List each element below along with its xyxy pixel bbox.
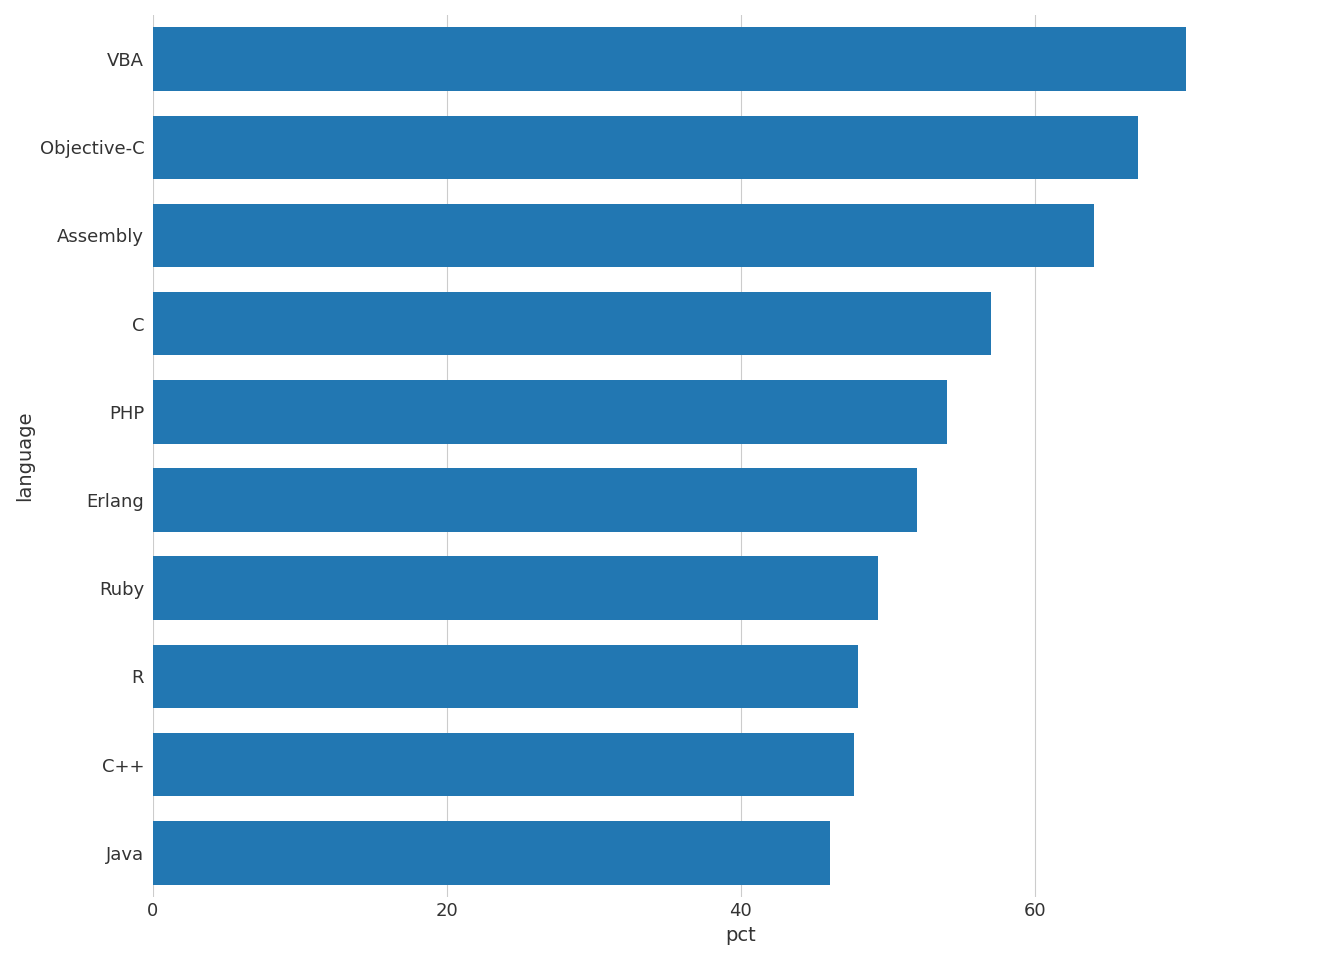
Bar (152, 380, 946, 444)
Bar (152, 115, 1138, 179)
Bar (152, 204, 1094, 267)
Bar (152, 821, 831, 884)
Bar (152, 645, 859, 708)
Bar (152, 557, 878, 620)
Bar (152, 292, 991, 355)
Y-axis label: language: language (15, 411, 34, 501)
X-axis label: pct: pct (726, 926, 757, 945)
Bar (152, 27, 1187, 91)
Bar (152, 732, 853, 797)
Bar (152, 468, 917, 532)
